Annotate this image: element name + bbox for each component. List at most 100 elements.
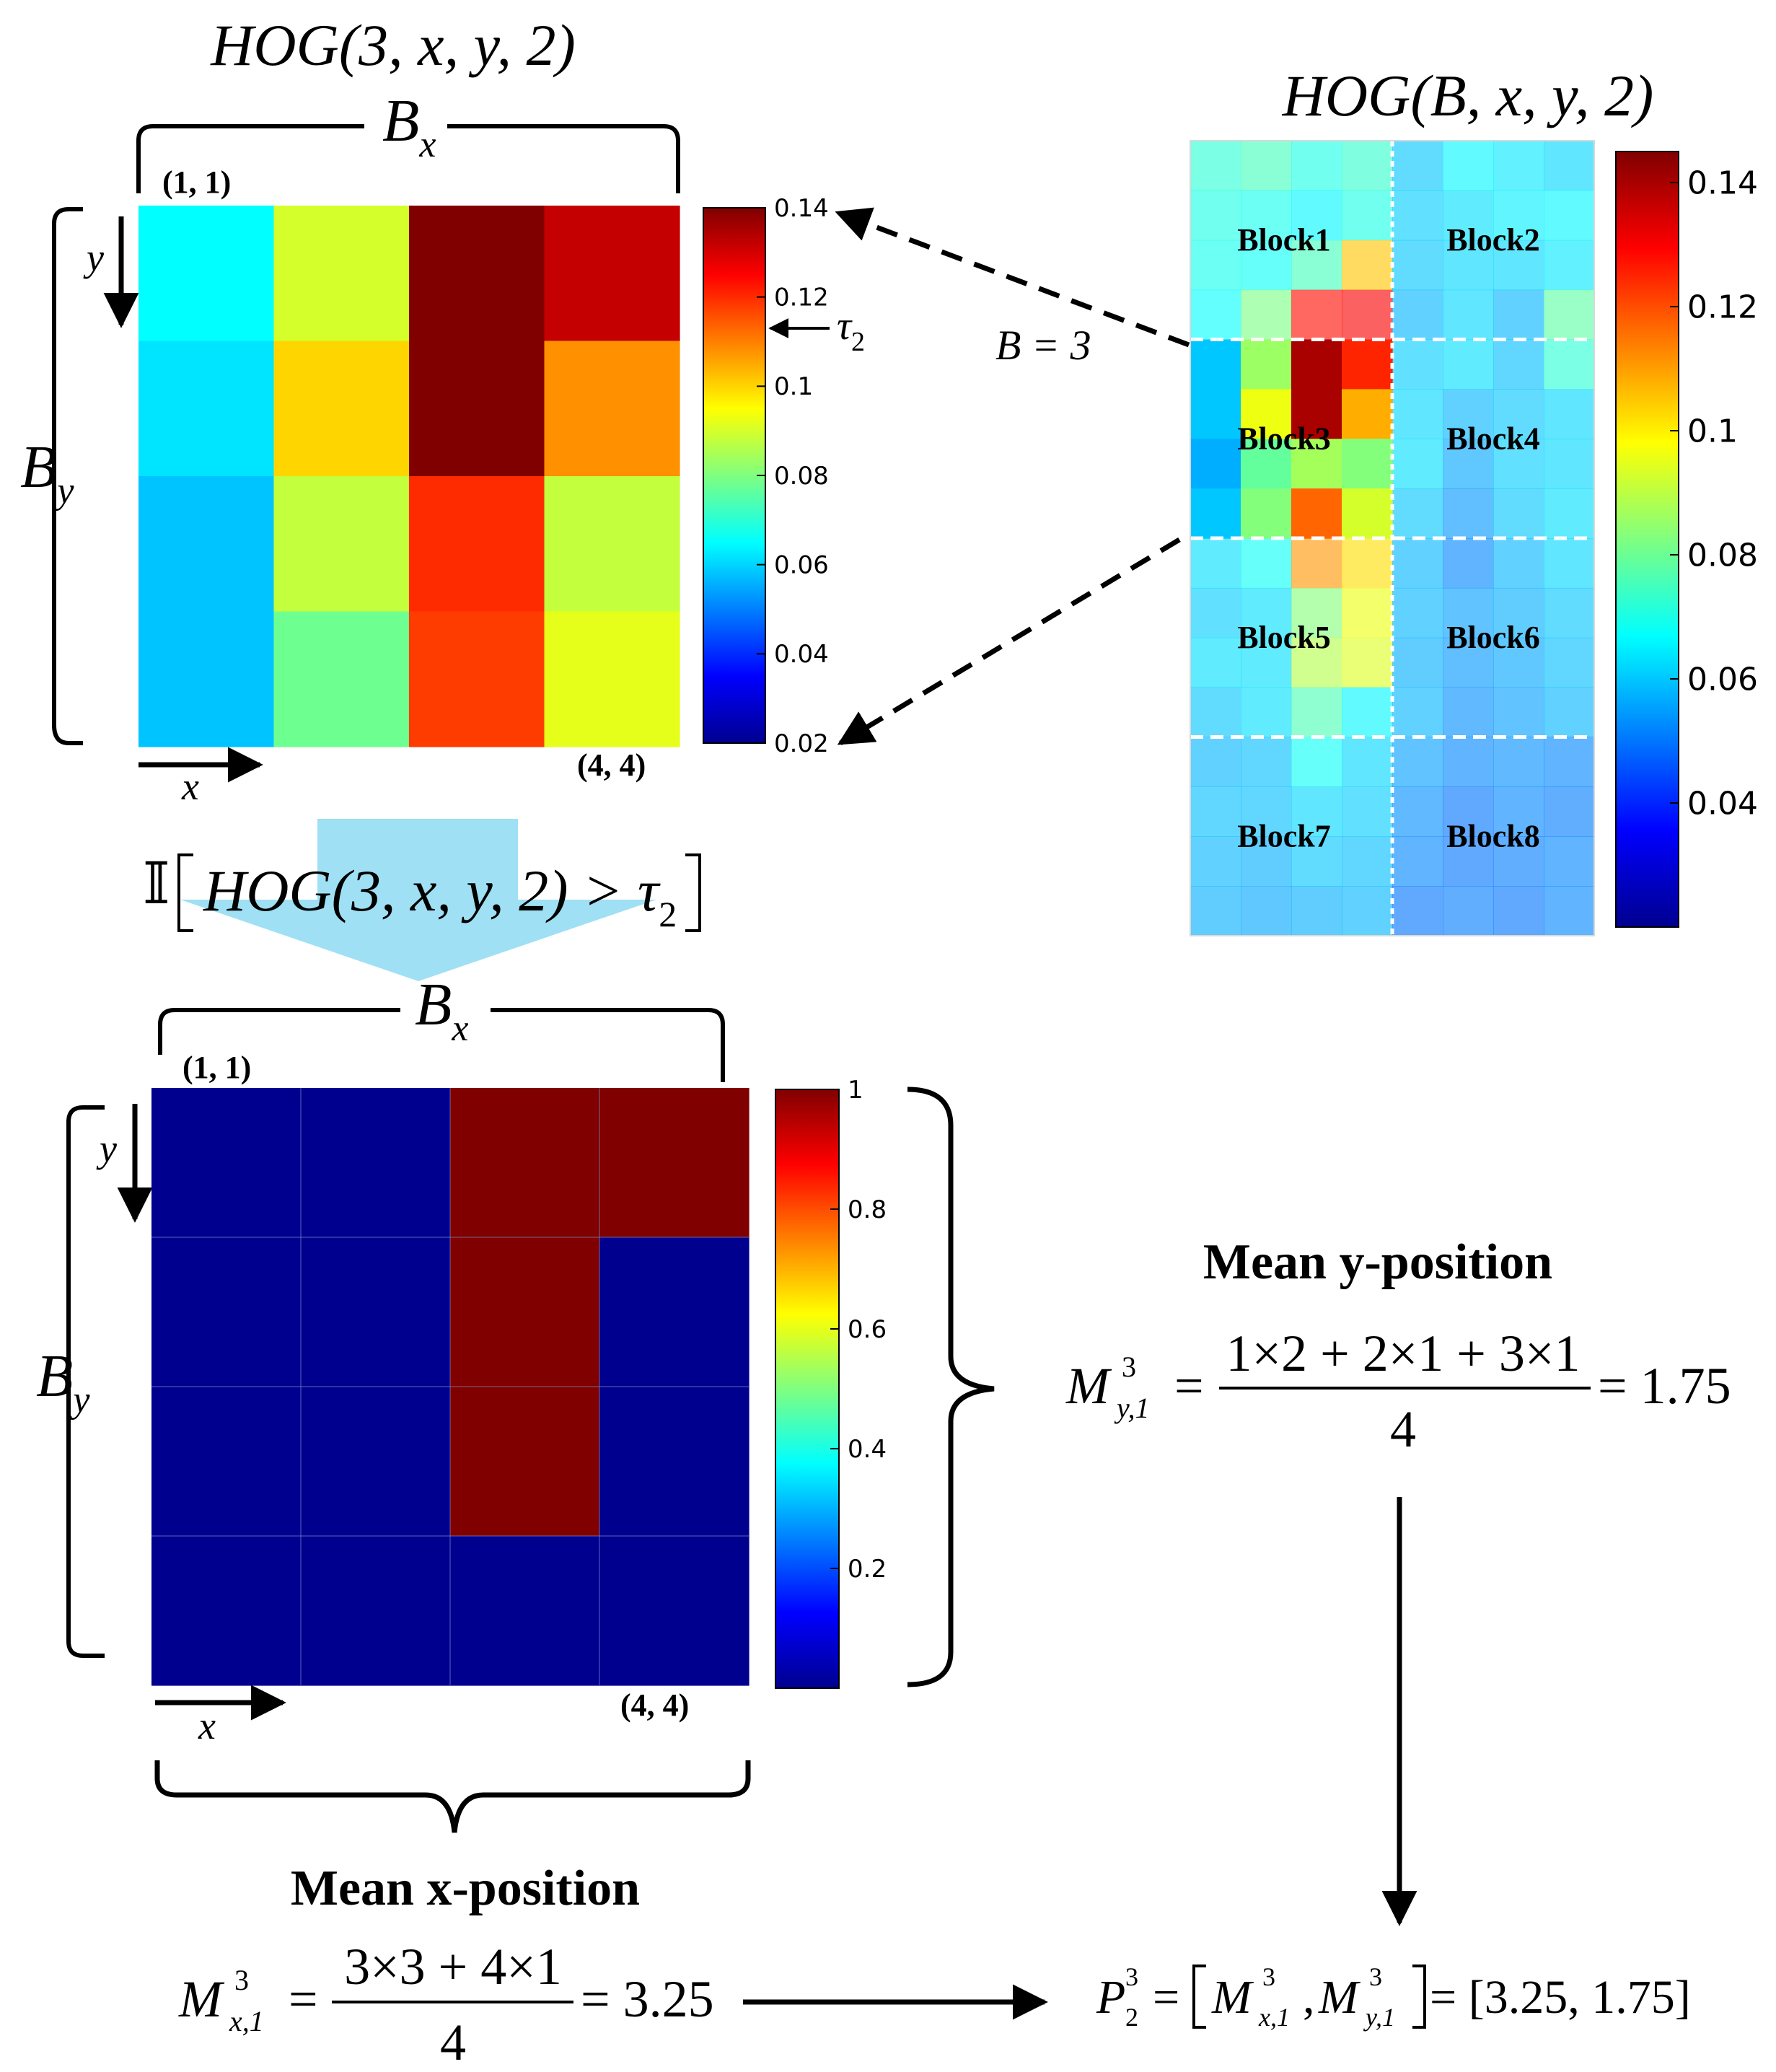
hog-right-cell-r12-c2	[1241, 688, 1292, 737]
hog-top-cell-r4-c3	[409, 612, 545, 747]
hog-right-cell-r13-c5	[1392, 737, 1443, 787]
right-panel-title: HOG(B, x, y, 2)	[1282, 63, 1654, 128]
bx-label-top: Bx	[382, 87, 436, 165]
hog-right-cell-r8-c6	[1443, 488, 1494, 538]
hog-right-cell-r11-c4	[1342, 638, 1393, 688]
hog-right-cell-r2-c4	[1342, 190, 1393, 240]
hog-right-cell-r14-c8	[1544, 786, 1595, 836]
bx-label-bottom: Bx	[415, 971, 468, 1049]
indicator-cell-r2-c2	[301, 1237, 451, 1387]
y-label-bottom: y	[96, 1127, 117, 1170]
indicator-cell-r3-c4	[599, 1387, 749, 1537]
final-result: = [3.25, 1.75]	[1430, 1971, 1691, 2024]
hog-right-cell-r8-c5	[1392, 488, 1443, 538]
final-bracket-left	[1194, 1966, 1206, 2027]
indicator-cell-r3-c2	[301, 1387, 451, 1537]
hog-right-cell-r16-c8	[1544, 886, 1595, 936]
block-label-6: Block6	[1446, 620, 1540, 655]
final-m1-sub: x,1	[1258, 2003, 1290, 2032]
hog-right-cell-r10-c8	[1544, 588, 1595, 638]
hog-top-cell-r4-c4	[545, 612, 680, 747]
hog-right-cell-r12-c7	[1493, 688, 1544, 737]
x-label-top: x	[181, 765, 199, 808]
mean-y-numerator: 1×2 + 2×1 + 3×1	[1226, 1325, 1580, 1382]
indicator-cell-r1-c2	[301, 1088, 451, 1238]
indicator-cell-r1-c3	[450, 1088, 600, 1238]
final-eq: =	[1153, 1971, 1179, 2024]
hog-right-cell-r11-c1	[1190, 638, 1241, 688]
hog-right-cell-r10-c1	[1190, 588, 1241, 638]
cb3-tick-label: 0.12	[1687, 289, 1758, 325]
heatmap-top-left	[139, 206, 680, 747]
hog-right-cell-r8-c8	[1544, 488, 1595, 538]
by-label-bottom: By	[36, 1343, 90, 1421]
hog-right-cell-r3-c1	[1190, 240, 1241, 290]
final-m2-sub: y,1	[1363, 2003, 1395, 2032]
hog-right-cell-r4-c3	[1291, 290, 1342, 340]
indicator-cell-r1-c4	[599, 1088, 749, 1238]
hog-right-cell-r4-c1	[1190, 290, 1241, 340]
hog-right-cell-r7-c5	[1392, 439, 1443, 488]
hog-right-cell-r14-c1	[1190, 786, 1241, 836]
mean-x-sup: 3	[234, 1964, 249, 1996]
hog-right-cell-r4-c2	[1241, 290, 1292, 340]
hog-right-cell-r9-c4	[1342, 538, 1393, 588]
hog-right-cell-r3-c5	[1392, 240, 1443, 290]
hog-right-cell-r1-c5	[1392, 141, 1443, 190]
hog-right-cell-r2-c8	[1544, 190, 1595, 240]
mean-y-heading: Mean y-position	[1203, 1234, 1552, 1290]
corner-start-top: (1, 1)	[162, 164, 231, 200]
indicator-cell-r4-c2	[301, 1536, 451, 1686]
block-label-5: Block5	[1237, 620, 1331, 655]
hog-right-cell-r15-c8	[1544, 836, 1595, 886]
block-label-1: Block1	[1237, 222, 1331, 258]
hog-right-cell-r13-c8	[1544, 737, 1595, 787]
hog-right-cell-r13-c3	[1291, 737, 1342, 787]
hog-right-cell-r12-c6	[1443, 688, 1494, 737]
hog-top-cell-r3-c1	[139, 476, 274, 612]
cb1-tick-label: 0.06	[774, 551, 829, 580]
mean-x-numerator: 3×3 + 4×1	[344, 1938, 562, 1996]
hog-top-cell-r2-c4	[545, 341, 680, 477]
hog-top-cell-r4-c2	[274, 612, 410, 747]
final-m1: M	[1211, 1971, 1254, 2024]
block3-cell-r3-c4	[1342, 439, 1393, 488]
hog-right-cell-r4-c7	[1493, 290, 1544, 340]
mean-y-sup: 3	[1122, 1351, 1136, 1383]
hog-top-cell-r1-c3	[409, 206, 545, 341]
indicator-cell-r1-c1	[151, 1088, 302, 1238]
mean-x-lhs: M	[178, 1970, 225, 2028]
hog-right-cell-r7-c8	[1544, 439, 1595, 488]
cb1-tick-label: 0.04	[774, 640, 829, 669]
cb2-tick-label: 1	[848, 1076, 863, 1105]
tau-label: τ2	[837, 304, 865, 357]
hog-right-cell-r15-c5	[1392, 836, 1443, 886]
dashed-arrow-bottom	[840, 540, 1179, 743]
hog-right-cell-r1-c4	[1342, 141, 1393, 190]
hog-right-cell-r5-c5	[1392, 340, 1443, 390]
colorbar-right-ticks: 0.14 0.12 0.1 0.08 0.06 0.04	[1670, 164, 1758, 822]
hog-right-cell-r16-c2	[1241, 886, 1292, 936]
hog-right-cell-r1-c7	[1493, 141, 1544, 190]
final-lhs: P	[1096, 1971, 1125, 2024]
block3-cell-r1-c4	[1342, 340, 1393, 390]
indicator-cell-r4-c4	[599, 1536, 749, 1686]
heatmap-bottom-left	[151, 1088, 749, 1686]
hog-right-cell-r3-c8	[1544, 240, 1595, 290]
block3-cell-r1-c3	[1291, 340, 1342, 390]
hog-right-cell-r6-c8	[1544, 389, 1595, 439]
mean-x-sub: x,1	[229, 2005, 264, 2037]
cb2-tick-label: 0.6	[848, 1315, 887, 1344]
hog-right-cell-r16-c7	[1493, 886, 1544, 936]
mean-y-result: = 1.75	[1598, 1357, 1731, 1415]
block3-cell-r4-c1	[1190, 488, 1241, 538]
hog-right-cell-r11-c5	[1392, 638, 1443, 688]
hog-top-cell-r4-c1	[139, 612, 274, 747]
y-label-top: y	[83, 236, 104, 279]
mean-y-eq: =	[1174, 1357, 1204, 1415]
hog-right-cell-r2-c1	[1190, 190, 1241, 240]
mean-x-result: = 3.25	[581, 1970, 714, 2028]
threshold-indicator: 𝕀	[143, 853, 170, 916]
hog-right-cell-r15-c4	[1342, 836, 1393, 886]
corner-end-top: (4, 4)	[577, 747, 646, 783]
